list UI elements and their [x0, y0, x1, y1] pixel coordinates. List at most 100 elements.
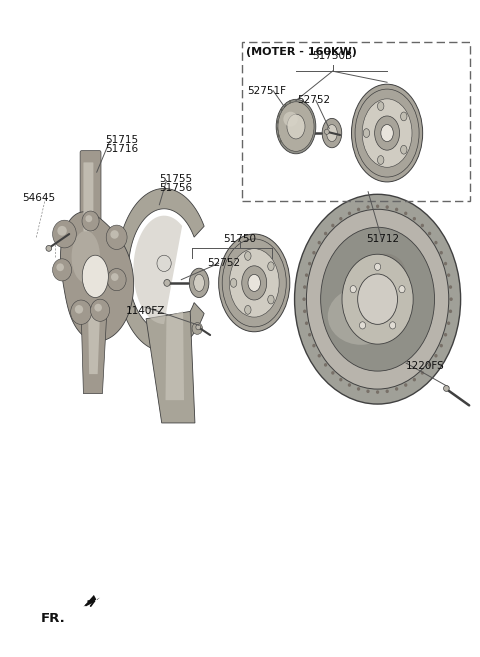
- Text: 52752: 52752: [207, 258, 240, 268]
- Ellipse shape: [328, 288, 394, 345]
- Ellipse shape: [248, 275, 261, 292]
- Polygon shape: [166, 311, 184, 400]
- Ellipse shape: [164, 279, 170, 286]
- Ellipse shape: [366, 205, 370, 209]
- Ellipse shape: [305, 321, 308, 325]
- Ellipse shape: [339, 378, 342, 382]
- Circle shape: [401, 145, 407, 154]
- Ellipse shape: [348, 212, 351, 215]
- Polygon shape: [133, 215, 182, 324]
- Ellipse shape: [374, 263, 381, 271]
- Text: 1140FZ: 1140FZ: [125, 306, 165, 316]
- Polygon shape: [117, 189, 204, 351]
- Circle shape: [401, 112, 407, 121]
- Ellipse shape: [110, 230, 119, 238]
- Ellipse shape: [376, 390, 379, 394]
- Ellipse shape: [71, 300, 92, 325]
- Text: 54645: 54645: [22, 193, 55, 203]
- Ellipse shape: [318, 241, 321, 244]
- Ellipse shape: [106, 225, 127, 250]
- Ellipse shape: [280, 140, 281, 144]
- Ellipse shape: [399, 286, 405, 293]
- Text: 52752: 52752: [297, 95, 330, 106]
- Ellipse shape: [350, 286, 356, 293]
- Ellipse shape: [189, 268, 209, 298]
- Ellipse shape: [278, 114, 280, 117]
- Ellipse shape: [194, 275, 204, 292]
- Ellipse shape: [157, 255, 171, 271]
- Ellipse shape: [413, 378, 416, 382]
- Ellipse shape: [324, 232, 327, 235]
- Text: 51716: 51716: [105, 145, 138, 154]
- Ellipse shape: [95, 304, 102, 311]
- Ellipse shape: [72, 231, 100, 283]
- Ellipse shape: [276, 99, 316, 154]
- Ellipse shape: [107, 269, 126, 290]
- Ellipse shape: [364, 108, 393, 138]
- Ellipse shape: [366, 390, 370, 393]
- Ellipse shape: [385, 205, 389, 209]
- Ellipse shape: [381, 125, 393, 142]
- Ellipse shape: [357, 387, 360, 391]
- Ellipse shape: [447, 273, 450, 277]
- Ellipse shape: [365, 254, 407, 299]
- Ellipse shape: [440, 344, 443, 348]
- Text: 51712: 51712: [366, 234, 399, 244]
- Ellipse shape: [82, 255, 108, 298]
- Ellipse shape: [348, 383, 351, 387]
- Ellipse shape: [277, 134, 279, 137]
- Ellipse shape: [444, 333, 447, 336]
- Circle shape: [363, 129, 370, 137]
- Text: 1220FS: 1220FS: [406, 361, 445, 371]
- Ellipse shape: [46, 246, 52, 252]
- Ellipse shape: [440, 251, 443, 254]
- Ellipse shape: [322, 118, 342, 148]
- Ellipse shape: [91, 299, 109, 321]
- Text: 52751F: 52751F: [247, 85, 286, 96]
- Ellipse shape: [449, 298, 453, 301]
- Ellipse shape: [192, 323, 203, 334]
- Ellipse shape: [278, 102, 314, 151]
- Ellipse shape: [428, 232, 431, 235]
- Circle shape: [377, 102, 384, 110]
- Ellipse shape: [295, 194, 461, 404]
- Ellipse shape: [56, 263, 64, 271]
- Polygon shape: [60, 212, 133, 341]
- Ellipse shape: [53, 220, 76, 248]
- Ellipse shape: [287, 114, 305, 139]
- Ellipse shape: [326, 125, 337, 142]
- Ellipse shape: [357, 208, 360, 212]
- Ellipse shape: [306, 210, 449, 389]
- Ellipse shape: [324, 129, 329, 135]
- Text: 51750B: 51750B: [312, 51, 353, 61]
- Circle shape: [268, 295, 274, 304]
- Ellipse shape: [85, 215, 92, 222]
- Ellipse shape: [434, 354, 438, 357]
- Ellipse shape: [447, 321, 450, 325]
- Ellipse shape: [449, 285, 452, 289]
- Text: 51750: 51750: [224, 234, 256, 244]
- Ellipse shape: [305, 273, 308, 277]
- Ellipse shape: [276, 127, 278, 131]
- Ellipse shape: [308, 333, 312, 336]
- Ellipse shape: [385, 390, 389, 393]
- Polygon shape: [84, 595, 100, 606]
- Ellipse shape: [324, 363, 327, 367]
- Ellipse shape: [303, 309, 306, 313]
- Circle shape: [230, 279, 237, 287]
- Ellipse shape: [75, 305, 83, 313]
- Ellipse shape: [231, 258, 260, 288]
- Ellipse shape: [196, 325, 201, 330]
- Ellipse shape: [57, 226, 67, 236]
- Ellipse shape: [395, 387, 398, 391]
- Ellipse shape: [358, 274, 397, 325]
- Ellipse shape: [312, 251, 315, 254]
- Ellipse shape: [390, 322, 396, 329]
- Ellipse shape: [395, 208, 398, 212]
- FancyBboxPatch shape: [80, 150, 101, 239]
- Text: 51755: 51755: [159, 173, 192, 184]
- Ellipse shape: [308, 262, 312, 265]
- Ellipse shape: [321, 227, 434, 371]
- Ellipse shape: [404, 212, 408, 215]
- Ellipse shape: [219, 234, 290, 332]
